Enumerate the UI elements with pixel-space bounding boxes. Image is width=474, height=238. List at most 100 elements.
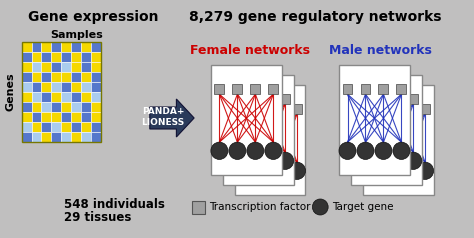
Bar: [71, 42, 81, 52]
Circle shape: [241, 152, 258, 169]
Circle shape: [375, 142, 392, 159]
Bar: [91, 122, 100, 132]
Bar: [226, 94, 236, 104]
Bar: [41, 52, 51, 62]
Bar: [351, 75, 422, 185]
Circle shape: [259, 152, 276, 169]
Bar: [343, 84, 353, 94]
Circle shape: [289, 162, 305, 179]
Bar: [71, 72, 81, 82]
Bar: [214, 84, 224, 94]
Circle shape: [211, 142, 228, 159]
Bar: [91, 72, 100, 82]
Bar: [366, 104, 376, 114]
Bar: [22, 132, 32, 142]
Circle shape: [363, 162, 380, 179]
Bar: [32, 122, 41, 132]
Bar: [61, 112, 71, 122]
Text: Samples: Samples: [51, 30, 103, 40]
Bar: [61, 92, 71, 102]
Bar: [91, 52, 100, 62]
Bar: [71, 82, 81, 92]
Bar: [32, 52, 41, 62]
Bar: [384, 104, 394, 114]
Bar: [292, 104, 302, 114]
Bar: [41, 92, 51, 102]
Bar: [51, 92, 61, 102]
Circle shape: [405, 152, 422, 169]
Circle shape: [393, 142, 410, 159]
Bar: [396, 84, 406, 94]
Bar: [71, 132, 81, 142]
Bar: [91, 62, 100, 72]
Bar: [91, 92, 100, 102]
Bar: [32, 92, 41, 102]
Text: 8,279 gene regulatory networks: 8,279 gene regulatory networks: [189, 10, 442, 24]
Bar: [81, 62, 91, 72]
Bar: [268, 84, 278, 94]
Bar: [420, 104, 430, 114]
Bar: [81, 112, 91, 122]
Circle shape: [417, 162, 434, 179]
Bar: [361, 84, 371, 94]
Bar: [238, 104, 248, 114]
Circle shape: [369, 152, 386, 169]
Bar: [355, 94, 365, 104]
Bar: [91, 82, 100, 92]
Bar: [41, 72, 51, 82]
Bar: [32, 102, 41, 112]
Bar: [51, 122, 61, 132]
Bar: [390, 94, 400, 104]
Bar: [192, 200, 205, 213]
Bar: [22, 82, 32, 92]
Bar: [71, 62, 81, 72]
Bar: [22, 42, 100, 142]
Text: 29 tissues: 29 tissues: [64, 211, 131, 224]
Bar: [41, 62, 51, 72]
Bar: [81, 72, 91, 82]
Circle shape: [277, 152, 294, 169]
Circle shape: [312, 199, 328, 215]
Bar: [244, 94, 254, 104]
Bar: [232, 84, 242, 94]
Bar: [22, 122, 32, 132]
Bar: [211, 65, 282, 175]
Bar: [51, 82, 61, 92]
Polygon shape: [150, 99, 194, 137]
Bar: [339, 65, 410, 175]
Text: Female networks: Female networks: [190, 44, 310, 57]
Bar: [41, 82, 51, 92]
Bar: [71, 112, 81, 122]
Text: Genes: Genes: [6, 73, 16, 111]
Circle shape: [235, 162, 252, 179]
Bar: [61, 42, 71, 52]
Bar: [235, 85, 305, 195]
Circle shape: [351, 152, 368, 169]
Bar: [256, 104, 266, 114]
Bar: [22, 62, 32, 72]
Bar: [41, 42, 51, 52]
Bar: [22, 72, 32, 82]
Bar: [51, 42, 61, 52]
Bar: [81, 122, 91, 132]
Bar: [71, 102, 81, 112]
Circle shape: [387, 152, 404, 169]
Bar: [91, 132, 100, 142]
Bar: [81, 42, 91, 52]
Text: Gene expression: Gene expression: [28, 10, 159, 24]
Bar: [250, 84, 260, 94]
Circle shape: [399, 162, 416, 179]
Bar: [32, 132, 41, 142]
Bar: [51, 132, 61, 142]
Circle shape: [247, 142, 264, 159]
Bar: [378, 84, 388, 94]
Bar: [81, 92, 91, 102]
Bar: [51, 62, 61, 72]
Circle shape: [339, 142, 356, 159]
Bar: [91, 102, 100, 112]
Bar: [402, 104, 412, 114]
Bar: [41, 122, 51, 132]
Bar: [51, 112, 61, 122]
Bar: [22, 112, 32, 122]
Bar: [373, 94, 382, 104]
